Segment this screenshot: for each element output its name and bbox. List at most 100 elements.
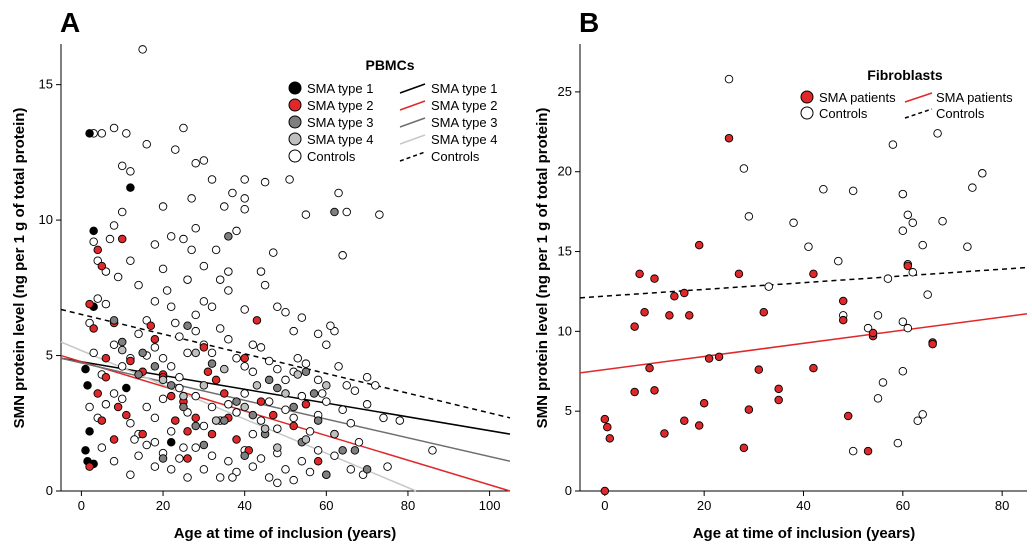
panel-a-point-sma-type-2 — [183, 454, 192, 463]
panel-a-legend-title: PBMCs — [365, 57, 414, 73]
panel-b-point-sma-patients — [640, 307, 649, 317]
panel-a-point-controls — [273, 424, 282, 433]
panel-a-point-sma-type-2 — [313, 456, 323, 466]
panel-b-point-sma-patients — [714, 352, 724, 362]
panel-a-point-controls — [150, 297, 160, 306]
panel-b-legend-marker-sma-patients — [800, 90, 814, 104]
panel-a-point-controls — [126, 419, 135, 428]
panel-a-point-controls — [134, 329, 143, 339]
panel-a-point-controls — [301, 359, 311, 368]
panel-b-point-controls — [898, 317, 908, 327]
panel-a-point-controls — [305, 467, 315, 477]
panel-a-point-controls — [89, 237, 98, 247]
panel-a-point-controls — [240, 175, 249, 184]
panel-a-point-controls — [122, 129, 131, 138]
panel-a-legend-marker-sma-type-4 — [288, 132, 302, 146]
panel-b: B 0 20 40 60 80 0 5 10 15 20 25 Age at time of inc… — [534, 7, 1028, 542]
panel-a-x-tick-label: 100 — [479, 498, 501, 513]
panel-b-point-sma-patients — [838, 315, 848, 325]
panel-a-regression-line-sma-type-2 — [60, 354, 511, 492]
panel-a-point-sma-type-4 — [240, 402, 249, 412]
panel-a-point-controls — [379, 413, 388, 423]
panel-a-point-sma-type-3 — [220, 416, 229, 425]
panel-b-point-controls — [903, 210, 913, 220]
panel-a-point-sma-type-2 — [252, 316, 262, 325]
panel-a-point-sma-type-1 — [89, 226, 98, 236]
panel-a-point-sma-type-1 — [81, 446, 90, 455]
panel-a-point-sma-type-2 — [117, 234, 127, 244]
panel-b-point-controls — [883, 274, 893, 283]
panel-a-point-controls — [220, 202, 229, 211]
panel-a-point-controls — [109, 221, 119, 230]
panel-a-point-sma-type-3 — [322, 470, 331, 479]
panel-a-point-controls — [273, 364, 282, 374]
panel-b-point-sma-patients — [650, 274, 659, 283]
panel-a-point-controls — [109, 456, 119, 466]
panel-b-point-controls — [903, 323, 913, 333]
panel-a-point-sma-type-1 — [85, 129, 94, 138]
panel-b-point-controls — [819, 185, 828, 194]
panel-a-point-controls — [187, 245, 196, 255]
panel-b-x-axis-title: Age at time of inclusion (years) — [693, 525, 916, 542]
panel-a-point-controls — [199, 297, 209, 306]
panel-a-point-sma-type-3 — [224, 232, 233, 241]
panel-b-point-controls — [878, 378, 888, 387]
panel-a-point-sma-type-4 — [301, 435, 311, 444]
panel-b-point-sma-patients — [699, 398, 709, 408]
panel-a-point-controls — [228, 473, 237, 482]
panel-b-point-controls — [913, 416, 922, 426]
panel-a-point-controls — [85, 402, 94, 412]
panel-a-point-controls — [142, 440, 151, 450]
panel-a-point-sma-type-3 — [330, 207, 339, 217]
panel-a-point-controls — [171, 145, 180, 154]
panel-a-point-sma-type-2 — [256, 397, 266, 406]
panel-a-point-controls — [240, 205, 249, 214]
panel-b-point-controls — [978, 169, 987, 178]
panel-a-point-controls — [256, 343, 266, 352]
panel-a-point-controls — [428, 446, 437, 455]
panel-a-point-sma-type-2 — [113, 402, 123, 412]
panel-a-point-controls — [89, 348, 98, 358]
panel-a-point-sma-type-2 — [109, 435, 119, 444]
panel-b-x-tick-label: 0 — [601, 498, 608, 513]
panel-a-point-sma-type-2 — [199, 343, 209, 352]
panel-b-point-controls — [888, 140, 898, 149]
panel-a-legend-label-sma-type-4: SMA type 4 — [307, 132, 373, 147]
panel-a-legend-line-sma-type-4 — [399, 134, 426, 145]
panel-a-point-controls — [158, 202, 168, 211]
panel-a-point-sma-type-2 — [101, 372, 111, 382]
panel-b-point-controls — [873, 394, 883, 403]
panel-a-point-controls — [232, 354, 241, 363]
panel-a-point-sma-type-2 — [93, 245, 102, 255]
panel-a-points — [81, 45, 437, 488]
panel-b-point-sma-patients — [809, 269, 818, 279]
panel-a-x-tick-label: 80 — [401, 498, 415, 513]
panel-a-point-sma-type-3 — [362, 465, 372, 474]
panel-a-x-axis-title: Age at time of inclusion (years) — [174, 525, 397, 542]
panel-a-point-controls — [240, 362, 249, 371]
panel-a-point-controls — [207, 451, 217, 461]
panel-a-point-controls — [264, 356, 274, 366]
panel-a-point-controls — [113, 272, 123, 282]
panel-a-point-sma-type-4 — [158, 375, 168, 385]
panel-b-point-sma-patients — [744, 405, 754, 414]
panel-a-point-sma-type-4 — [322, 381, 331, 390]
panel-a-point-controls — [362, 400, 372, 409]
panel-a-point-controls — [240, 305, 249, 314]
panel-a-point-controls — [166, 232, 176, 241]
panel-a-point-controls — [224, 286, 233, 295]
panel-a-point-sma-type-4 — [252, 381, 262, 390]
panel-b-point-controls — [898, 189, 908, 199]
panel-a-point-controls — [313, 329, 323, 339]
panel-b-point-controls — [963, 242, 972, 251]
panel-b-point-controls — [724, 74, 734, 84]
panel-a-point-controls — [158, 264, 168, 274]
panel-b-point-controls — [933, 129, 942, 138]
panel-a-point-controls — [117, 394, 127, 404]
panel-b-y-tick-label: 10 — [558, 323, 572, 338]
panel-a-legend-line-label-sma-type-2: SMA type 2 — [431, 98, 497, 113]
panel-b-point-sma-patients — [838, 296, 848, 306]
panel-a-point-controls — [362, 372, 372, 382]
